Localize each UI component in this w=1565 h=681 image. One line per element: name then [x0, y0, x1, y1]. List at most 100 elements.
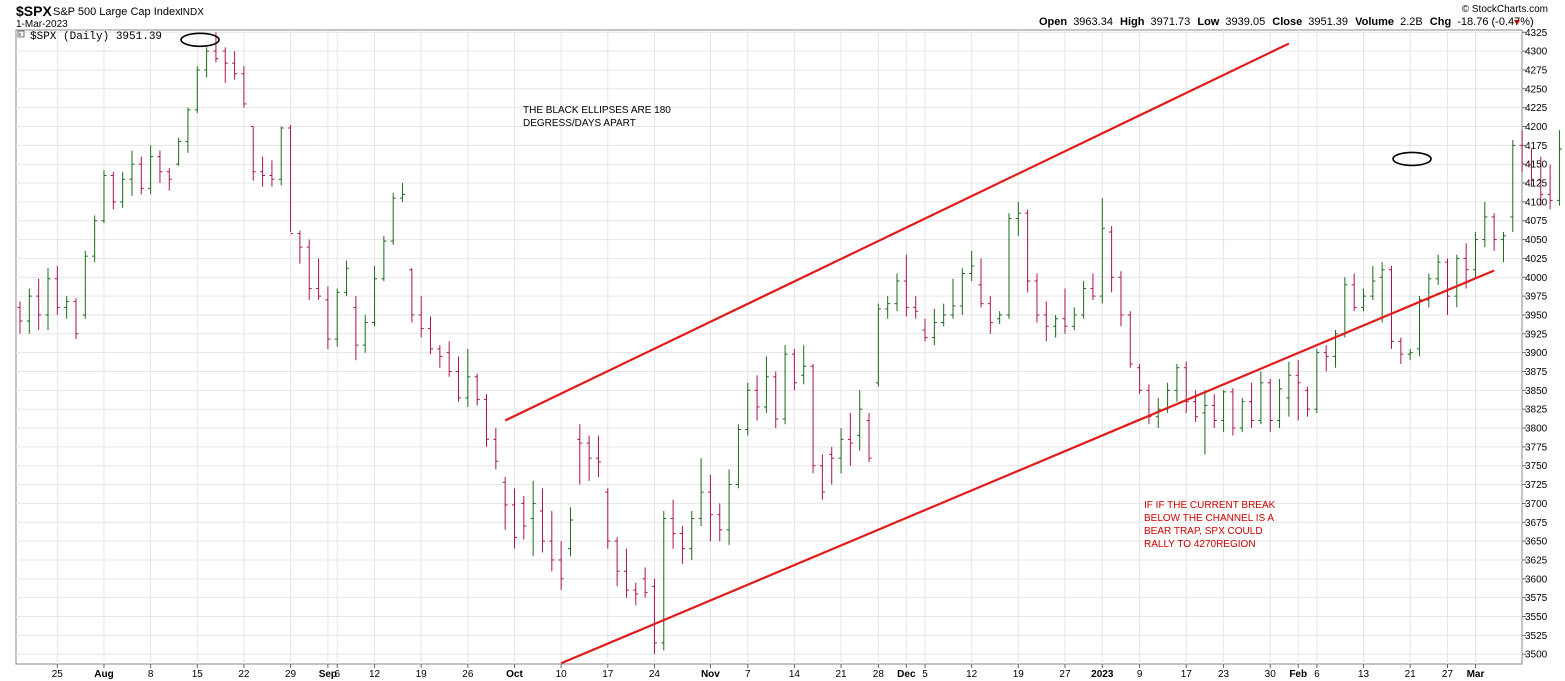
high-value: 3971.73 — [1151, 16, 1191, 28]
x-tick-label: 22 — [238, 669, 250, 680]
ohlc-bar — [819, 454, 825, 500]
y-tick-label: 4125 — [1525, 179, 1548, 190]
ohlc-bar — [400, 183, 406, 202]
ohlc-bar — [903, 254, 909, 317]
ohlc-bar — [1211, 394, 1217, 429]
ohlc-bar — [185, 107, 191, 153]
low-label: Low — [1197, 16, 1219, 28]
cycle-ellipse — [180, 32, 220, 48]
x-tick-label: 15 — [192, 669, 204, 680]
ohlc-bar — [978, 258, 984, 308]
ohlc-bar — [222, 47, 228, 83]
ohlc-bar — [213, 32, 219, 63]
ohlc-bar — [1267, 379, 1273, 432]
ohlc-bar — [1491, 213, 1497, 251]
ohlc-bar — [1015, 201, 1021, 236]
ohlc-bar — [344, 260, 350, 297]
ohlc-bar — [1510, 140, 1516, 233]
ohlc-bar — [763, 356, 769, 413]
plot-frame — [15, 29, 1523, 665]
ohlc-bar — [941, 303, 947, 327]
ohlc-bar — [1472, 232, 1478, 278]
index-name: S&P 500 Large Cap Index — [53, 6, 181, 18]
ohlc-bar — [1034, 273, 1040, 323]
ohlc-bar — [1528, 149, 1534, 187]
ohlc-bar — [1062, 288, 1068, 334]
ellipse-note-line-2: DEGRESS/DAYS APART — [523, 118, 636, 129]
ohlc-bar — [381, 235, 387, 282]
ohlc-bar — [232, 51, 238, 80]
y-tick-label: 4250 — [1525, 84, 1548, 95]
ohlc-bar — [1407, 348, 1413, 361]
ohlc-bar — [950, 278, 956, 319]
ohlc-bar — [1351, 273, 1357, 312]
y-tick-label: 3800 — [1525, 424, 1548, 435]
x-tick-label: Dec — [897, 669, 916, 680]
ohlc-bar — [1183, 361, 1189, 413]
ohlc-bar — [316, 258, 322, 300]
ohlc-bar — [1053, 314, 1059, 338]
x-tick-label: 19 — [1013, 669, 1025, 680]
y-tick-label: 4325 — [1525, 28, 1548, 39]
ohlc-bar — [857, 390, 863, 451]
volume-label: Volume — [1355, 16, 1394, 28]
ohlc-bar — [82, 250, 88, 319]
ohlc-bar — [922, 318, 928, 342]
bear-trap-note-line-2: BELOW THE CHANNEL IS A — [1144, 513, 1274, 524]
x-tick-label: 23 — [1218, 669, 1230, 680]
ohlc-bar — [54, 265, 60, 315]
ohlc-bar — [1500, 232, 1506, 263]
bear-trap-note-line-4: RALLY TO 4270REGION — [1144, 539, 1256, 550]
ohlc-bar — [1137, 363, 1143, 395]
ohlc-bar — [782, 345, 788, 425]
ohlc-bar — [987, 296, 993, 334]
x-tick-label: 2023 — [1091, 669, 1114, 680]
ohlc-bar — [1556, 130, 1562, 206]
ohlc-bar — [1286, 361, 1292, 417]
y-tick-label: 3700 — [1525, 499, 1548, 510]
ohlc-bar — [493, 428, 499, 470]
x-tick-label: 28 — [873, 669, 885, 680]
ohlc-bar — [484, 394, 489, 447]
ohlc-bar — [241, 66, 247, 108]
ellipses — [180, 32, 1432, 167]
ohlc-bar — [726, 469, 732, 545]
ohlc-bar — [166, 167, 172, 191]
ohlc-bar — [101, 170, 107, 223]
ohlc-bar — [670, 499, 676, 549]
x-tick-label: 17 — [602, 669, 614, 680]
ohlc-bar — [1043, 301, 1049, 342]
y-tick-label: 3850 — [1525, 386, 1548, 397]
bear-trap-note-line-3: BEAR TRAP, SPX COULD — [1144, 526, 1263, 537]
ohlc-bar — [829, 446, 835, 485]
ohlc-bar — [260, 156, 266, 187]
x-tick-label: 30 — [1265, 669, 1277, 680]
x-tick-label: 25 — [52, 669, 64, 680]
ohlc-bar — [194, 66, 200, 113]
ohlc-bar — [465, 348, 471, 407]
bear-trap-note: IF IF THE CURRENT BREAK BELOW THE CHANNE… — [1144, 500, 1278, 550]
y-tick-label: 3925 — [1525, 329, 1548, 340]
ohlc-bar — [1538, 156, 1544, 206]
ohlc-bar — [1277, 379, 1283, 429]
close-value: 3951.39 — [1308, 16, 1348, 28]
ohlc-bar — [801, 345, 807, 385]
ohlc-bar — [148, 145, 154, 195]
ohlc-bar — [204, 47, 210, 78]
ohlc-bar — [698, 458, 704, 527]
ohlc-bar — [1398, 337, 1404, 364]
ohlc-bar — [250, 125, 256, 181]
ohlc-bar — [1454, 254, 1460, 308]
ohlc-bar — [1547, 164, 1553, 210]
x-tick-label: 10 — [556, 669, 568, 680]
ohlc-bar — [437, 345, 443, 368]
x-tick-label: 19 — [416, 669, 428, 680]
x-tick-label: 6 — [334, 669, 340, 680]
y-tick-label: 4000 — [1525, 273, 1548, 284]
ohlc-bar — [969, 250, 975, 282]
x-tick-label: 17 — [1181, 669, 1193, 680]
ohlc-bar — [129, 150, 135, 196]
ohlc-bar — [362, 314, 368, 353]
ohlc-bar — [120, 171, 126, 208]
